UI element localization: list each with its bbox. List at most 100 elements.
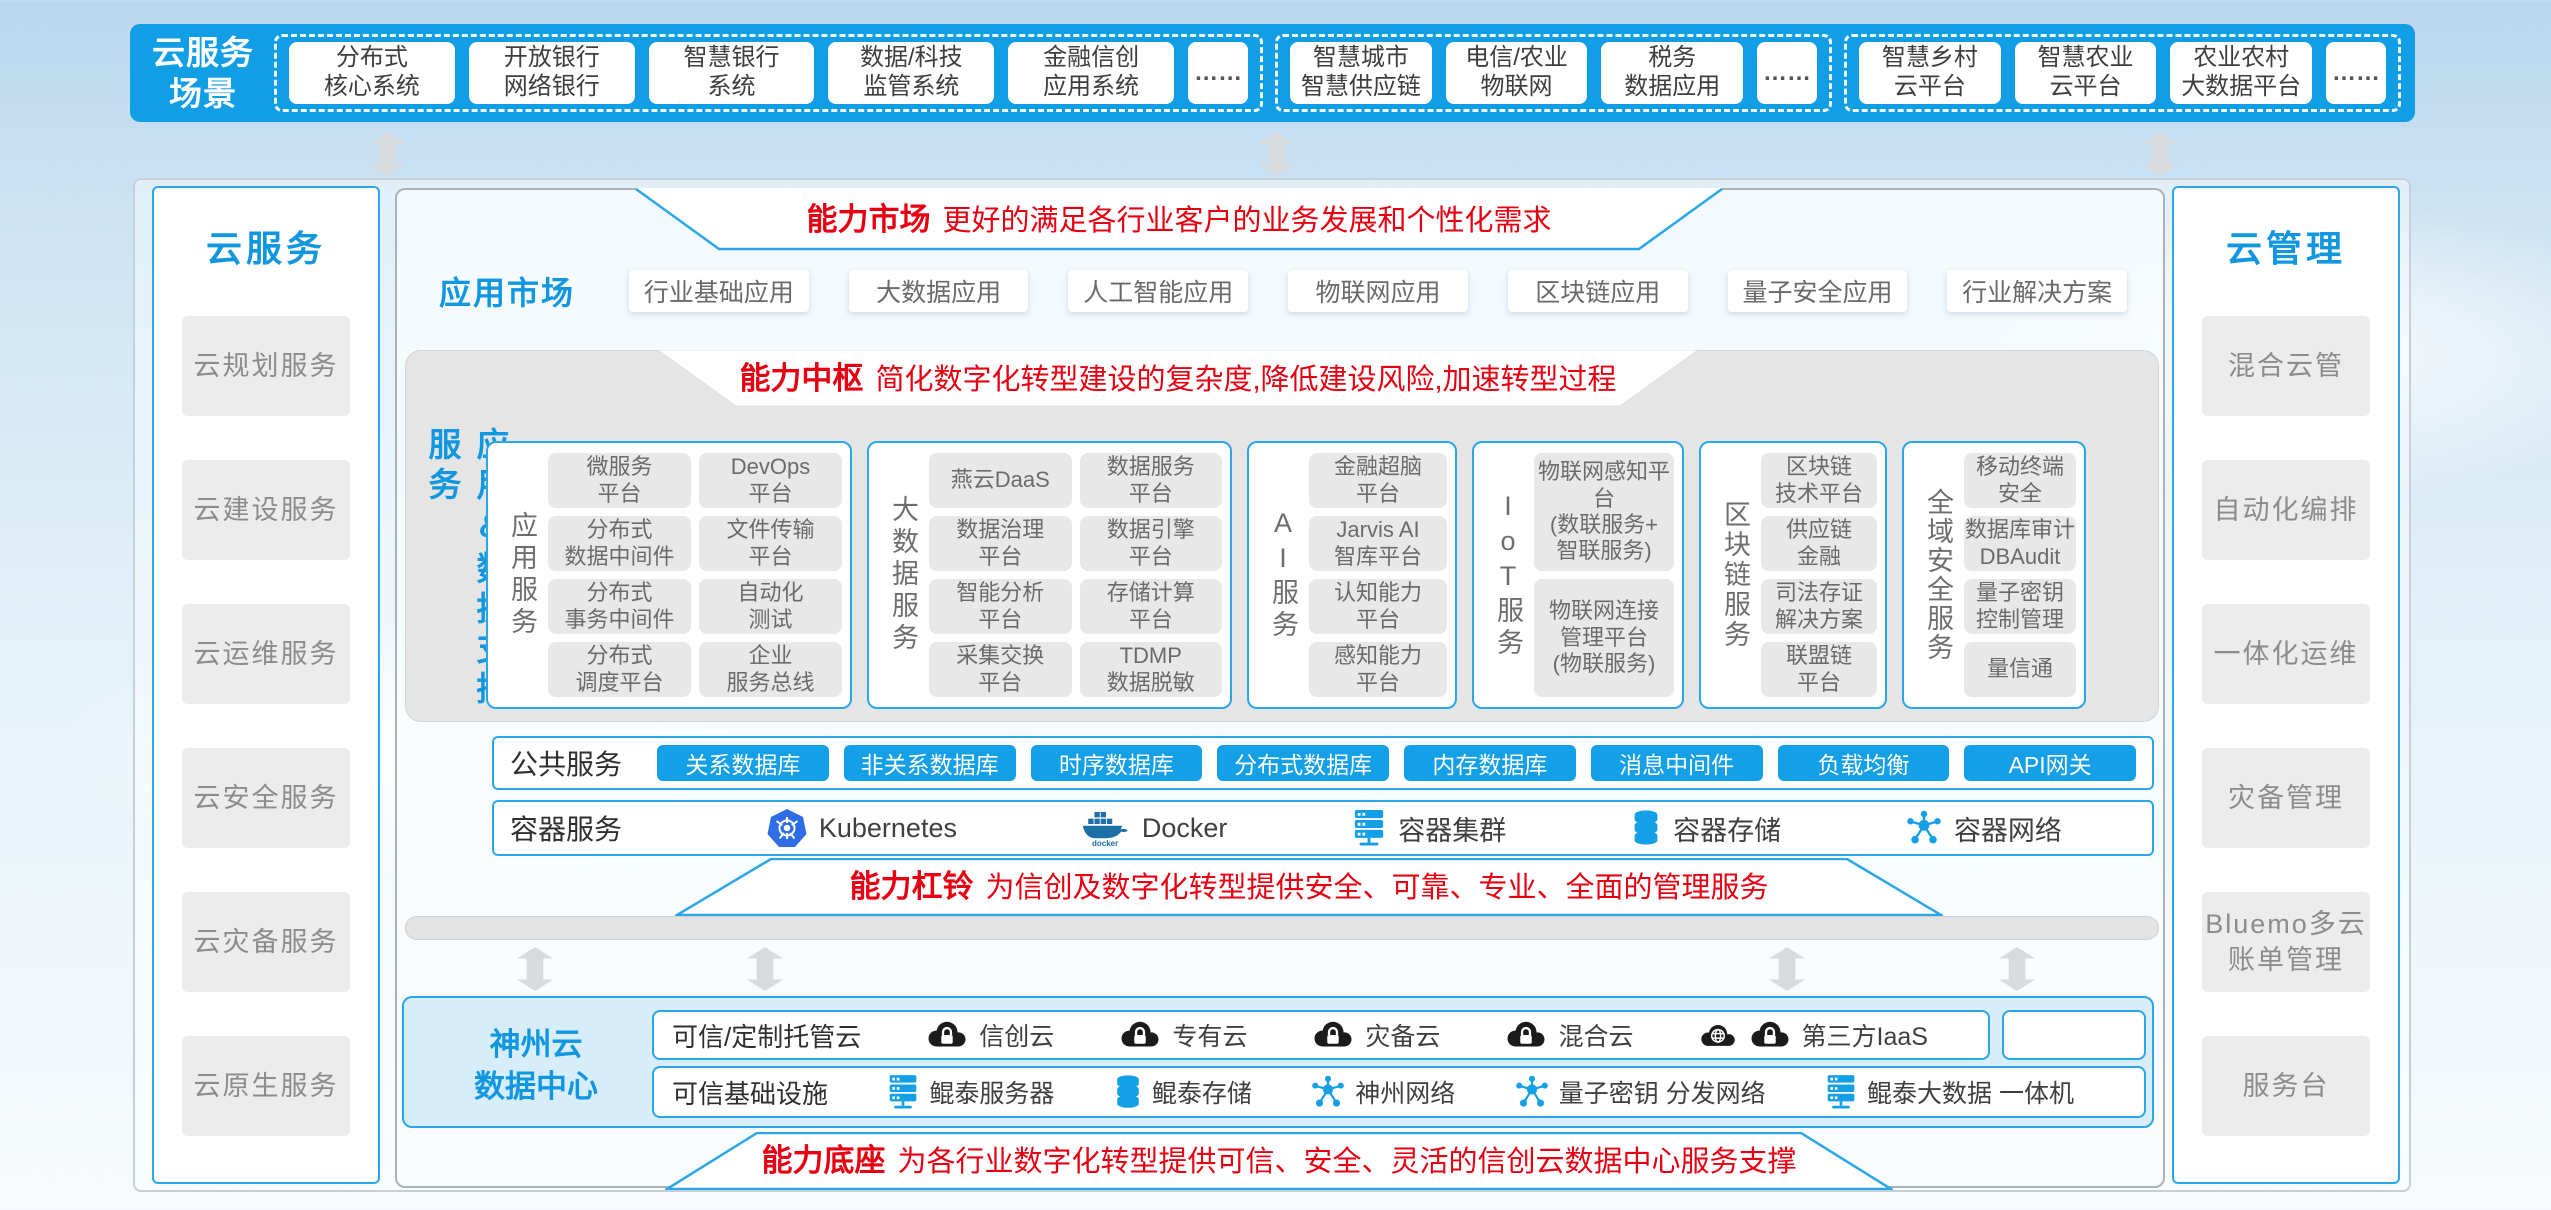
cloud-item-label: 灾备云: [1365, 1023, 1441, 1051]
service-cell: 分布式 调度平台: [548, 642, 691, 697]
empty-slot-box: [2002, 1010, 2146, 1060]
public-service-pill: 消息中间件: [1590, 745, 1763, 781]
double-arrow-icon: [369, 132, 405, 176]
service-cell: 存储计算 平台: [1079, 579, 1222, 634]
trapezoid-shape: [635, 188, 1723, 251]
trapezoid-shape: [658, 350, 1698, 407]
service-cell: 数据服务 平台: [1079, 453, 1222, 508]
service-groups: 应用服务 微服务 平台 DevOps 平台 分布式 数据中间件 文件传输 平台 …: [486, 441, 2086, 709]
banner-title: 能力杠铃: [849, 868, 974, 904]
cloud-service-item: 云建设服务: [182, 460, 350, 560]
container-item-network: 容器网络: [1906, 809, 2062, 848]
public-service-pill: 分布式数据库: [1217, 745, 1389, 781]
service-cell: TDMP 数据脱敏: [1079, 642, 1222, 697]
container-item-label: 容器集群: [1398, 815, 1507, 846]
cloud-lock-icon: [1311, 1020, 1355, 1050]
cloud-lock-icon: [925, 1020, 969, 1050]
cloud-item-private: 专有云: [1118, 1017, 1247, 1053]
group-bigdata-services: 大数据服务 燕云DaaS 数据服务 平台 数据治理 平台 数据引擎 平台 智能分…: [867, 441, 1232, 709]
container-item-storage: 容器存储: [1631, 809, 1781, 848]
cloud-management-item: 服务台: [2202, 1036, 2370, 1136]
cloud-management-item: 一体化运维: [2202, 604, 2370, 704]
double-arrow-icon: [1769, 947, 1805, 991]
service-cell: 物联网感知平台 (数联服务+ 智联服务): [1534, 453, 1674, 571]
group-label: 区块链服务: [1720, 500, 1750, 650]
double-arrow-icon: [2142, 132, 2178, 176]
service-cell: 移动终端 安全: [1964, 453, 2076, 508]
public-service-pill: 非关系数据库: [843, 745, 1016, 781]
managed-cloud-label: 可信/定制托管云: [672, 1021, 862, 1052]
service-cell: 认知能力 平台: [1309, 579, 1447, 634]
double-arrow-icon: [1999, 947, 2035, 991]
group-label: 大数据服务: [888, 495, 918, 655]
cloud-service-item: 云原生服务: [182, 1036, 350, 1136]
infra-item-label: 鲲泰存储: [1151, 1080, 1252, 1108]
app-market-item: 行业基础应用: [629, 270, 809, 312]
scenario-group-finance: 分布式 核心系统 开放银行 网络银行 智慧银行 系统 数据/科技 监管系统 金融…: [274, 34, 1264, 112]
cloud-services-panel: 云服务 云规划服务 云建设服务 云运维服务 云安全服务 云灾备服务 云原生服务: [152, 186, 380, 1184]
service-cell: 量子密钥 控制管理: [1964, 579, 2076, 634]
infra-item-label: 鲲泰大数据 一体机: [1867, 1080, 2074, 1108]
service-cell: 数据库审计 DBAudit: [1964, 516, 2076, 571]
container-item-kubernetes: Kubernetes: [767, 808, 957, 848]
cloud-service-item: 云安全服务: [182, 748, 350, 848]
storage-cylinder-icon: [1631, 809, 1661, 847]
network-nodes-icon: [1311, 1075, 1345, 1109]
cloud-item-disaster: 灾备云: [1311, 1017, 1440, 1053]
public-service-pill: 时序数据库: [1030, 745, 1203, 781]
trapezoid-shape: [665, 1132, 1893, 1190]
infra-item-label: 神州网络: [1355, 1080, 1456, 1108]
banner-desc: 为信创及数字化转型提供安全、可靠、专业、全面的管理服务: [985, 871, 1769, 904]
public-services-label: 公共服务: [510, 749, 623, 780]
service-cell: 感知能力 平台: [1309, 642, 1447, 697]
service-cell: 分布式 数据中间件: [548, 516, 691, 571]
divider-bar: [405, 916, 2159, 940]
service-cell: 数据引擎 平台: [1079, 516, 1222, 571]
cloud-management-item: 自动化编排: [2202, 460, 2370, 560]
container-item-label: Kubernetes: [818, 812, 957, 843]
infra-item-bigdata-appliance: 鲲泰大数据 一体机: [1825, 1074, 2074, 1110]
app-market-item: 量子安全应用: [1727, 270, 1908, 312]
server-rack-icon: [1825, 1074, 1857, 1110]
cloud-lock-icon: [1118, 1020, 1162, 1050]
storage-cylinder-icon: [1114, 1074, 1142, 1110]
cloud-item-label: 混合云: [1558, 1023, 1634, 1051]
scenario-box: 数据/科技 监管系统: [828, 42, 995, 104]
group-label: 应用服务: [507, 511, 537, 639]
scenario-box-more: ……: [1188, 42, 1249, 104]
scenario-box-more: ……: [1757, 42, 1818, 104]
capability-hub-banner: 能力中枢 简化数字化转型建设的复杂度,降低建设风险,加速转型过程: [658, 350, 1698, 408]
cloud-service-item: 云规划服务: [182, 316, 350, 416]
container-item-label: Docker: [1141, 812, 1228, 843]
banner-title: 能力市场: [806, 201, 931, 237]
capability-base-banner: 能力底座 为各行业数字化转型提供可信、安全、灵活的信创云数据中心服务支撑: [665, 1132, 1893, 1190]
group-ai-services: AI服务 金融超脑 平台 Jarvis AI 智库平台 认知能力 平台 感知能力…: [1247, 441, 1457, 709]
banner-desc: 为各行业数字化转型提供可信、安全、灵活的信创云数据中心服务支撑: [897, 1145, 1797, 1178]
cloud-item-thirdparty-iaas: 第三方IaaS: [1698, 1017, 1928, 1053]
container-item-docker: docker Docker: [1082, 809, 1228, 847]
cloud-item-hybrid: 混合云: [1504, 1017, 1633, 1053]
infra-item-label: 鲲泰服务器: [929, 1080, 1055, 1108]
service-cell: 自动化 测试: [699, 579, 842, 634]
scenario-box: 智慧城市 智慧供应链: [1290, 42, 1432, 104]
group-security-services: 全域安全服务 移动终端 安全 数据库审计 DBAudit 量子密钥 控制管理 量…: [1902, 441, 2086, 709]
service-cell: 物联网连接 管理平台 (物联服务): [1534, 579, 1674, 697]
service-cell: 分布式 事务中间件: [548, 579, 691, 634]
infra-item-network: 神州网络: [1311, 1074, 1455, 1110]
infrastructure-label: 可信基础设施: [672, 1078, 829, 1109]
container-item-label: 容器存储: [1673, 815, 1782, 846]
public-service-pill: 负载均衡: [1777, 745, 1950, 781]
service-cell: 企业 服务总线: [699, 642, 842, 697]
support-services-panel: 能力中枢 简化数字化转型建设的复杂度,降低建设风险,加速转型过程 应用&数据支撑…: [405, 350, 2159, 722]
group-app-services: 应用服务 微服务 平台 DevOps 平台 分布式 数据中间件 文件传输 平台 …: [486, 441, 852, 709]
service-cell: 文件传输 平台: [699, 516, 842, 571]
cloud-lock-icon: [1504, 1020, 1548, 1050]
container-services-label: 容器服务: [510, 814, 623, 845]
cloud-service-item: 云运维服务: [182, 604, 350, 704]
cloud-management-title: 云管理: [2225, 228, 2346, 269]
infra-item-label: 量子密钥 分发网络: [1558, 1080, 1766, 1108]
group-blockchain-services: 区块链服务 区块链 技术平台 供应链 金融 司法存证 解决方案 联盟链 平台: [1699, 441, 1887, 709]
capability-market-banner: 能力市场 更好的满足各行业客户的业务发展和个性化需求: [635, 188, 1723, 252]
cloud-item-label: 第三方IaaS: [1801, 1023, 1928, 1051]
scenario-box-more: ……: [2326, 42, 2387, 104]
